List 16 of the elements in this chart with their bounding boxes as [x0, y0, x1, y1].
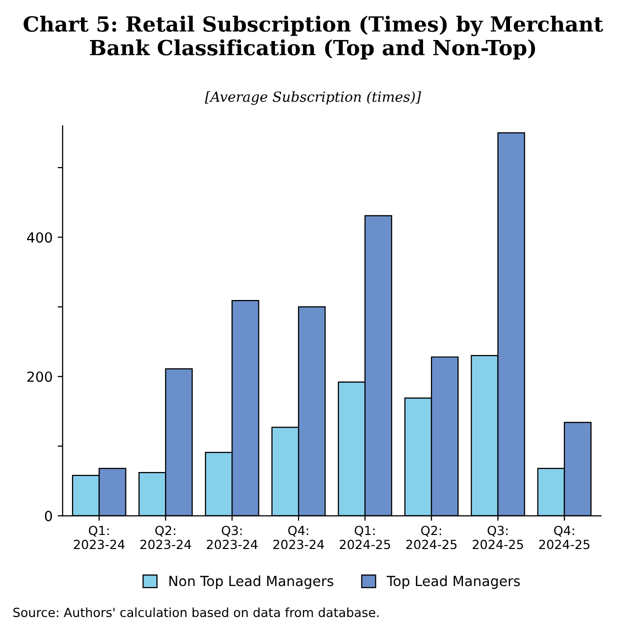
y-tick-label: 200 — [27, 371, 52, 382]
y-tick-label: 0 — [44, 510, 52, 522]
chart-title: Chart 5: Retail Subscription (Times) by Merchant Bank Classification (Top and Non-Top) — [24, 16, 604, 60]
x-tick-label: Q4: 2023-24 — [273, 526, 324, 550]
source-note: Source: Authors' calculation based on data from database. — [13, 607, 378, 618]
chart-subtitle: [Average Subscription (times)] — [204, 91, 422, 105]
x-tick-label: Q2: 2023-24 — [140, 526, 192, 550]
x-tick-label: Q3: 2024-25 — [472, 526, 523, 550]
legend-label: Non Top Lead Managers — [169, 575, 334, 589]
x-tick-label: Q1: 2024-25 — [340, 526, 390, 550]
legend-label: Top Lead Managers — [386, 575, 520, 589]
x-tick-label: Q1: 2023-24 — [74, 526, 125, 550]
x-tick-label: Q3: 2023-24 — [206, 526, 258, 550]
y-tick-label: 400 — [27, 232, 52, 243]
x-tick-label: Q2: 2024-25 — [406, 526, 456, 550]
x-tick-label: Q4: 2024-25 — [539, 526, 590, 550]
